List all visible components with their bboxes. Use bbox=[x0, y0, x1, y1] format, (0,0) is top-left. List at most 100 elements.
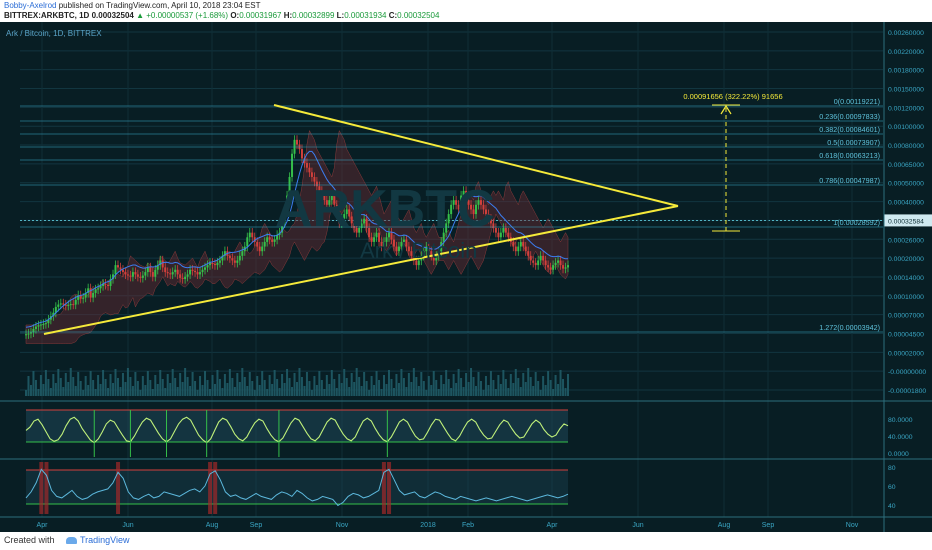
symbol-text: BITTREX:ARKBTC, 1D bbox=[4, 11, 90, 20]
triangle-pattern[interactable]: 0.00091656 (322.22%) 91656 bbox=[43, 92, 783, 335]
volume-bar bbox=[64, 373, 67, 396]
price-tick-label: 0.00032584 bbox=[888, 218, 924, 225]
volume-bar bbox=[69, 368, 72, 396]
candle-body bbox=[164, 267, 167, 273]
volume-bar bbox=[452, 374, 455, 396]
volume-bar bbox=[440, 375, 443, 396]
volume-bar bbox=[475, 386, 478, 396]
candle-body bbox=[407, 246, 410, 252]
volume-bar bbox=[557, 384, 560, 396]
osc2-overbought bbox=[208, 462, 213, 514]
volume-bar bbox=[92, 380, 95, 396]
volume-bar bbox=[231, 378, 234, 396]
candle-body bbox=[300, 149, 303, 159]
volume-bar bbox=[407, 373, 410, 396]
candle-body bbox=[228, 255, 231, 259]
volume-bar bbox=[154, 375, 157, 396]
candle-body bbox=[343, 214, 346, 219]
price-tick-label: 0.00014000 bbox=[888, 275, 924, 282]
high-label: H: bbox=[283, 11, 293, 20]
fib-level-label: 0(0.00119221) bbox=[834, 97, 880, 106]
candle-body bbox=[534, 262, 537, 266]
volume-bar bbox=[504, 379, 507, 396]
volume-bar bbox=[489, 371, 492, 396]
tradingview-label: TradingView bbox=[80, 535, 130, 545]
candle-body bbox=[286, 195, 289, 210]
candle-body bbox=[450, 204, 453, 215]
volume-bar bbox=[370, 376, 373, 396]
candle-body bbox=[385, 237, 388, 242]
volume-bar bbox=[29, 385, 32, 396]
candle-body bbox=[378, 232, 381, 242]
volume-bar bbox=[286, 369, 289, 396]
fibonacci-retracement[interactable]: 0(0.00119221) 0.236(0.00097833) 0.382(0.00… bbox=[20, 97, 883, 333]
osc2-overbought bbox=[116, 462, 121, 514]
volume-bar bbox=[350, 373, 353, 396]
candle-body bbox=[218, 260, 221, 263]
author-link[interactable]: Bobby-Axelrod bbox=[4, 1, 57, 10]
volume-bar bbox=[539, 390, 542, 396]
volume-bar bbox=[298, 368, 301, 396]
candle-body bbox=[116, 265, 119, 268]
volume-bar bbox=[57, 369, 60, 396]
candle-body bbox=[57, 304, 60, 307]
volume-bar bbox=[221, 388, 224, 396]
candle-body bbox=[519, 241, 522, 247]
candle-body bbox=[281, 223, 284, 233]
price-tick-label: 0.00004500 bbox=[888, 331, 924, 338]
time-axis[interactable]: Apr Jun Aug Sep Nov 2018 Feb Apr Jun Aug Sep Nov bbox=[0, 516, 932, 529]
candle-body bbox=[39, 324, 42, 326]
candle-body bbox=[430, 251, 433, 256]
candle-body bbox=[92, 292, 95, 298]
volume-bar bbox=[116, 378, 119, 396]
candle-body bbox=[216, 262, 219, 266]
volume-bar bbox=[537, 381, 540, 396]
candle-body bbox=[124, 272, 127, 275]
fib-level-label: 0.618(0.00063213) bbox=[819, 151, 880, 160]
osc2-overbought bbox=[387, 462, 392, 514]
candle-body bbox=[547, 265, 550, 268]
price-axis[interactable]: 0.00260000 0.00220000 0.00180000 0.00150000… bbox=[883, 22, 932, 532]
candle-body bbox=[27, 333, 30, 335]
candle-body bbox=[447, 214, 450, 224]
fib-level-label: 0.382(0.00084601) bbox=[819, 125, 880, 134]
volume-bar bbox=[420, 372, 423, 396]
volume-bar bbox=[204, 371, 207, 396]
volume-bar bbox=[415, 377, 418, 396]
candle-body bbox=[67, 305, 70, 307]
volume-bar bbox=[477, 372, 480, 396]
candle-body bbox=[201, 269, 204, 273]
volume-bar bbox=[82, 390, 85, 396]
volume-bar bbox=[455, 383, 458, 396]
candle-body bbox=[141, 275, 144, 278]
time-tick-label: 2018 bbox=[420, 522, 436, 529]
candle-body bbox=[37, 325, 40, 327]
candle-body bbox=[340, 218, 343, 224]
candle-body bbox=[335, 204, 338, 215]
osc1-tick-label: 40.0000 bbox=[888, 434, 913, 441]
volume-bar bbox=[450, 388, 453, 396]
candle-body bbox=[514, 246, 517, 252]
volume-bar bbox=[266, 389, 269, 396]
volume-bar bbox=[430, 385, 433, 396]
candle-body bbox=[400, 241, 403, 247]
candle-body bbox=[512, 241, 515, 247]
volume-bar bbox=[89, 371, 92, 396]
candle-body bbox=[89, 288, 92, 298]
volume-bar bbox=[291, 387, 294, 396]
ichimoku-cloud bbox=[25, 129, 569, 344]
volume-bar bbox=[47, 379, 50, 396]
volume-bar bbox=[313, 376, 316, 396]
volume-bar bbox=[278, 388, 281, 396]
volume-bar bbox=[253, 390, 256, 396]
candle-body bbox=[223, 251, 226, 256]
trading-chart[interactable]: 0(0.00119221) 0.236(0.00097833) 0.382(0.00… bbox=[0, 22, 932, 532]
open-label: O: bbox=[230, 11, 240, 20]
volume-bar bbox=[529, 377, 532, 396]
tradingview-logo[interactable]: TradingView bbox=[66, 535, 130, 545]
price-tick-label: 0.00007000 bbox=[888, 313, 924, 320]
volume-bar bbox=[315, 385, 318, 396]
volume-bar bbox=[509, 374, 512, 396]
candle-body bbox=[154, 269, 157, 277]
volume-bar bbox=[261, 371, 264, 396]
